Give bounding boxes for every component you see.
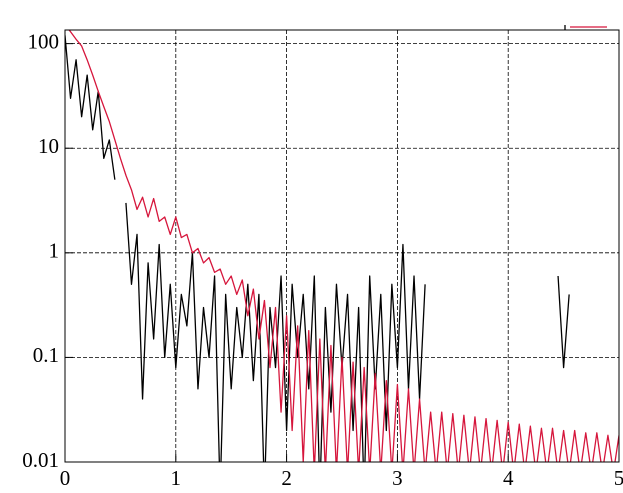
x-tick-label: 4 (503, 466, 514, 490)
x-tick-label: 2 (281, 466, 292, 490)
plot-area (65, 30, 619, 462)
plot-frame (64, 29, 620, 463)
y-tick-label: 1 (49, 239, 60, 263)
series-line (68, 30, 619, 462)
x-tick-label: 5 (614, 466, 623, 490)
grid (64, 30, 620, 463)
y-tick-label: 0.01 (22, 448, 59, 472)
x-tick-label: 0 (60, 466, 71, 490)
y-tick-label: 0.1 (33, 343, 59, 367)
labels: 0 1 2 3 4 5 0.01 0.1 1 10 100 (22, 25, 623, 490)
y-tick-label: 10 (38, 134, 59, 158)
x-tick-label: 1 (171, 466, 182, 490)
y-tick-label: 100 (28, 29, 60, 53)
x-tick-label: 3 (392, 466, 403, 490)
series-line (65, 35, 570, 462)
